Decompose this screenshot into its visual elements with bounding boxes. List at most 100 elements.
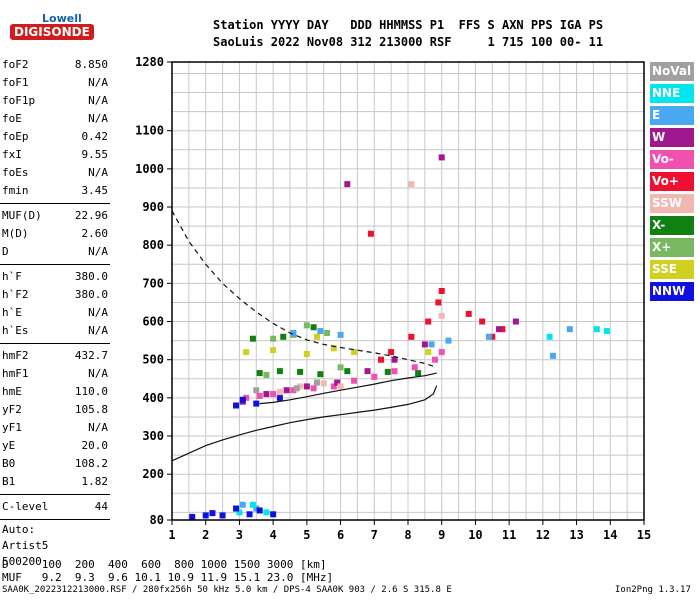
- data-point-nne: [236, 509, 243, 516]
- x-tick-label: 3: [236, 528, 243, 542]
- param-value: N/A: [88, 324, 108, 337]
- param-separator: [0, 519, 110, 520]
- data-point-vo: [270, 391, 277, 398]
- data-point-x: [303, 322, 310, 329]
- legend-item-nnw: NNW: [650, 282, 694, 301]
- x-tick-label: 5: [303, 528, 310, 542]
- param-value: N/A: [88, 306, 108, 319]
- auto-line3: 500200: [2, 555, 42, 568]
- param-label: h`F: [2, 270, 22, 283]
- data-point-x: [317, 371, 324, 378]
- data-point-nnw: [189, 513, 196, 520]
- y-tick-label: 500: [142, 353, 164, 367]
- x-tick-label: 1: [168, 528, 175, 542]
- param-label: h`E: [2, 306, 22, 319]
- x-tick-label: 4: [270, 528, 277, 542]
- data-point-sse: [351, 349, 358, 356]
- data-point-ssw: [320, 380, 327, 387]
- data-point-x: [384, 368, 391, 375]
- data-point-nnw: [209, 510, 216, 517]
- data-point-nnw: [246, 511, 253, 518]
- data-point-noval: [293, 385, 300, 392]
- param-value: 20.0: [81, 439, 109, 452]
- legend-item-nne: NNE: [650, 84, 694, 103]
- param-md: M(D) 2.60: [2, 225, 108, 243]
- param-hf: h`F 380.0: [2, 268, 108, 286]
- param-label: foF1p: [2, 94, 36, 107]
- data-point-sse: [270, 347, 277, 354]
- data-point-e: [317, 328, 324, 335]
- data-point-x: [324, 329, 331, 336]
- data-point-ssw: [297, 383, 304, 390]
- param-value: N/A: [88, 112, 108, 125]
- data-point-vo: [465, 310, 472, 317]
- data-point-nnw: [256, 507, 263, 514]
- param-hme: hmE 110.0: [2, 383, 108, 401]
- param-value: 22.96: [74, 209, 108, 222]
- legend-item-x: X-: [650, 216, 694, 235]
- param-separator: [0, 203, 110, 204]
- legend-item-sse: SSE: [650, 260, 694, 279]
- data-point-e: [290, 329, 297, 336]
- param-yf1: yF1 N/A: [2, 419, 108, 437]
- param-label: hmF1: [2, 367, 29, 380]
- param-fmin: fmin 3.45: [2, 182, 108, 200]
- param-value: 44: [94, 500, 108, 513]
- param-fof2: foF2 8.850: [2, 56, 108, 74]
- param-value: N/A: [88, 367, 108, 380]
- y-tick-label: 300: [142, 429, 164, 443]
- data-point-x: [344, 368, 351, 375]
- param-d: D N/A: [2, 243, 108, 261]
- data-point-nne: [546, 333, 553, 340]
- param-foes: foEs N/A: [2, 164, 108, 182]
- x-tick-label: 8: [404, 528, 411, 542]
- x-tick-label: 6: [337, 528, 344, 542]
- legend-item-vo: Vo+: [650, 172, 694, 191]
- param-foep: foEp 0.42: [2, 128, 108, 146]
- param-label: yF1: [2, 421, 22, 434]
- param-label: hmF2: [2, 349, 29, 362]
- param-separator: [0, 494, 110, 495]
- legend-item-x: X+: [650, 238, 694, 257]
- param-foe: foE N/A: [2, 110, 108, 128]
- auto-line2: Artist5: [2, 539, 49, 552]
- legend-item-noval: NoVal: [650, 62, 694, 81]
- data-point-ssw: [276, 389, 283, 396]
- data-point-sse: [303, 350, 310, 357]
- param-label: foF1: [2, 76, 29, 89]
- data-point-e: [485, 333, 492, 340]
- data-point-nne: [603, 328, 610, 335]
- data-point-e: [253, 505, 260, 512]
- y-tick-label: 1280: [135, 55, 164, 69]
- param-label: foEp: [2, 130, 29, 143]
- file-info-line: SAA0K_2022312213000.RSF / 280fx256h 50 k…: [2, 585, 452, 595]
- param-value: 110.0: [74, 385, 108, 398]
- data-point-nnw: [233, 505, 240, 512]
- data-point-vo: [431, 356, 438, 363]
- param-clevel: C-level 44: [2, 498, 108, 516]
- data-point-vo: [499, 326, 506, 333]
- legend-item-vo: Vo-: [650, 150, 694, 169]
- data-point-vo: [438, 349, 445, 356]
- x-tick-label: 12: [536, 528, 550, 542]
- data-point-vo: [330, 383, 337, 390]
- data-point-w: [334, 379, 341, 386]
- y-tick-label: 700: [142, 276, 164, 290]
- param-value: 380.0: [74, 270, 108, 283]
- data-point-vo: [479, 318, 486, 325]
- param-separator: [0, 264, 110, 265]
- param-label: foF2: [2, 58, 29, 71]
- data-point-w: [438, 154, 445, 161]
- param-value: N/A: [88, 421, 108, 434]
- param-hmf2: hmF2 432.7: [2, 347, 108, 365]
- data-point-vo: [408, 333, 415, 340]
- x-tick-label: 14: [603, 528, 617, 542]
- data-point-x: [415, 370, 422, 377]
- param-value: 3.45: [81, 184, 109, 197]
- param-label: hmE: [2, 385, 22, 398]
- param-label: foEs: [2, 166, 29, 179]
- param-separator: [0, 343, 110, 344]
- header-line-1: Station YYYY DAY DDD HHMMSS P1 FFS S AXN…: [213, 18, 604, 32]
- data-point-w: [344, 181, 351, 188]
- data-point-sse: [330, 345, 337, 352]
